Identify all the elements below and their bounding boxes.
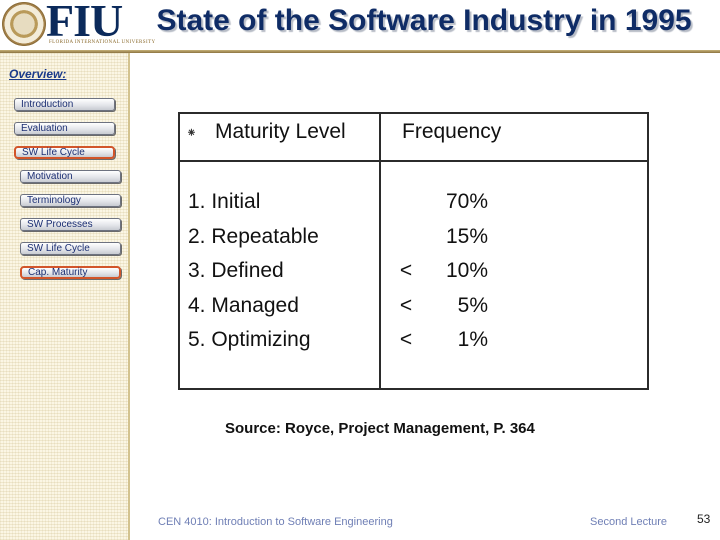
column-header-maturity-level: Maturity Level	[215, 120, 346, 143]
less-than-mark: <	[399, 293, 413, 317]
frequency-list: 70% 15% < 10% < 5% < 1%	[398, 185, 488, 358]
frequency-item: 70%	[398, 185, 488, 220]
sidebar-item-introduction[interactable]: Introduction	[14, 98, 115, 111]
sidebar-item-sw-life-cycle[interactable]: SW Life Cycle	[14, 146, 115, 159]
header-row-divider	[180, 160, 647, 162]
header-divider	[0, 50, 720, 53]
source-citation: Source: Royce, Project Management, P. 36…	[225, 420, 535, 437]
logo-wordmark: FIU	[46, 0, 123, 46]
sidebar-item-motivation[interactable]: Motivation	[20, 170, 121, 183]
logo-caption: FLORIDA INTERNATIONAL UNIVERSITY	[49, 40, 156, 45]
column-header-frequency: Frequency	[402, 120, 502, 143]
sidebar-item-sw-life-cycle-sub[interactable]: SW Life Cycle	[20, 242, 121, 255]
less-than-mark: <	[399, 328, 413, 351]
frequency-value: 15%	[445, 224, 488, 248]
maturity-level-item: 2. Repeatable	[188, 224, 319, 248]
less-than-mark: <	[399, 259, 413, 282]
slide-title: State of the Software Industry in 1995	[156, 4, 692, 37]
bullet-icon: ⁕	[186, 125, 197, 140]
frequency-value: 70%	[445, 190, 488, 213]
sidebar-heading: Overview:	[9, 67, 67, 81]
maturity-level-item: 3. Defined	[188, 259, 284, 282]
university-seal-icon	[2, 2, 46, 46]
sidebar-item-evaluation[interactable]: Evaluation	[14, 122, 115, 135]
maturity-level-item: 5. Optimizing	[188, 328, 311, 351]
sidebar-item-cap-maturity[interactable]: Cap. Maturity	[20, 266, 121, 279]
maturity-level-item: 1. Initial	[188, 190, 261, 213]
frequency-value: 1%	[457, 328, 488, 351]
maturity-table: ⁕ Maturity Level Frequency 1. Initial 2.…	[178, 112, 649, 390]
column-divider	[379, 114, 381, 388]
footer-course-title: CEN 4010: Introduction to Software Engin…	[158, 516, 393, 528]
maturity-level-item: 4. Managed	[188, 293, 299, 317]
frequency-value: 10%	[445, 259, 488, 282]
sidebar-item-terminology[interactable]: Terminology	[20, 194, 121, 207]
footer-lecture-label: Second Lecture	[590, 516, 668, 528]
frequency-item: < 10%	[398, 254, 488, 289]
frequency-item: 15%	[398, 220, 488, 255]
frequency-item: < 1%	[398, 323, 488, 358]
fiu-logo: FIU FLORIDA INTERNATIONAL UNIVERSITY	[2, 0, 155, 48]
sidebar-item-sw-processes[interactable]: SW Processes	[20, 218, 121, 231]
slide-header: FIU FLORIDA INTERNATIONAL UNIVERSITY Sta…	[0, 0, 720, 50]
frequency-item: < 5%	[398, 289, 488, 324]
slide-page-number: 53	[697, 512, 711, 526]
frequency-value: 5%	[457, 293, 488, 317]
maturity-level-list: 1. Initial 2. Repeatable 3. Defined 4. M…	[188, 185, 319, 358]
